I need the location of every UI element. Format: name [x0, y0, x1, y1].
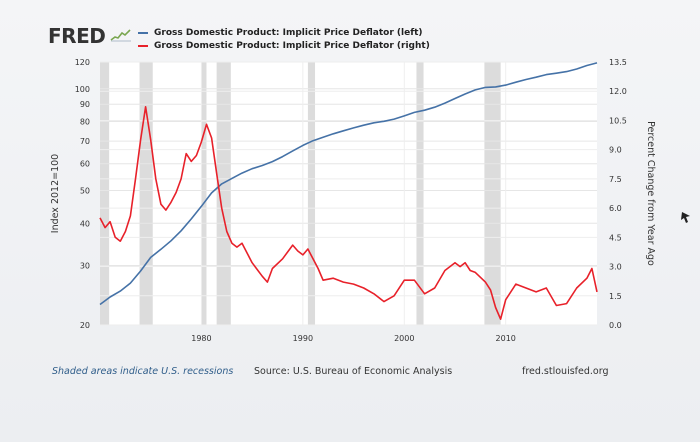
x-tick-label: 2010: [496, 334, 516, 343]
cursor-icon: [681, 212, 690, 223]
legend-swatch-right: [138, 44, 148, 47]
legend-item-right-series[interactable]: Gross Domestic Product: Implicit Price D…: [138, 39, 430, 52]
series-line-left: [99, 62, 598, 306]
y-right-tick-label: 6.0: [609, 204, 622, 213]
legend-item-left-series[interactable]: Gross Domestic Product: Implicit Price D…: [138, 26, 430, 39]
legend-swatch-left: [138, 31, 148, 34]
y-left-tick-label: 80: [80, 118, 90, 127]
x-tick-label: 2000: [394, 334, 414, 343]
legend-label-left: Gross Domestic Product: Implicit Price D…: [154, 27, 423, 38]
y-left-tick-label: 50: [80, 187, 90, 196]
fred-logo[interactable]: FRED: [48, 24, 106, 48]
x-tick-label: 1990: [293, 334, 313, 343]
recession-band: [100, 62, 110, 325]
y-left-tick-label: 30: [80, 261, 90, 270]
y-right-tick-label: 1.5: [609, 292, 622, 301]
recession-band: [216, 62, 231, 325]
x-tick-label: 1980: [191, 334, 211, 343]
recession-note: Shaded areas indicate U.S. recessions: [52, 366, 234, 377]
fred-graph-icon: [110, 29, 131, 42]
y-left-tick-label: 70: [80, 137, 90, 146]
y-right-tick-label: 12.0: [609, 87, 627, 96]
y-right-tick-label: 3.0: [609, 263, 622, 272]
y-right-axis-label: Percent Change from Year Ago: [645, 121, 656, 266]
y-left-tick-label: 100: [75, 85, 90, 94]
y-right-tick-label: 4.5: [609, 233, 622, 242]
fred-url[interactable]: fred.stlouisfed.org: [522, 366, 609, 377]
y-right-tick-label: 10.5: [609, 116, 627, 125]
y-left-tick-label: 120: [75, 58, 90, 67]
recession-band: [484, 62, 501, 325]
y-right-tick-label: 0.0: [609, 321, 622, 330]
y-right-tick-label: 13.5: [609, 58, 627, 67]
legend-label-right: Gross Domestic Product: Implicit Price D…: [154, 40, 430, 51]
recession-band: [201, 62, 207, 325]
y-right-tick-label: 9.0: [609, 146, 622, 155]
chart-legend: Gross Domestic Product: Implicit Price D…: [138, 26, 430, 52]
recession-band: [416, 62, 424, 325]
y-left-tick-label: 40: [80, 219, 90, 228]
y-left-tick-label: 90: [80, 100, 90, 109]
source-text: Source: U.S. Bureau of Economic Analysis: [254, 366, 453, 377]
recession-band: [307, 62, 316, 325]
y-left-tick-label: 20: [80, 321, 90, 330]
plot-area: [100, 62, 597, 325]
y-left-axis-label: Index 2012=100: [50, 154, 61, 233]
series-line-right: [99, 106, 598, 320]
recession-band: [139, 62, 153, 325]
y-left-tick-label: 60: [80, 160, 90, 169]
y-right-tick-label: 7.5: [609, 175, 622, 184]
